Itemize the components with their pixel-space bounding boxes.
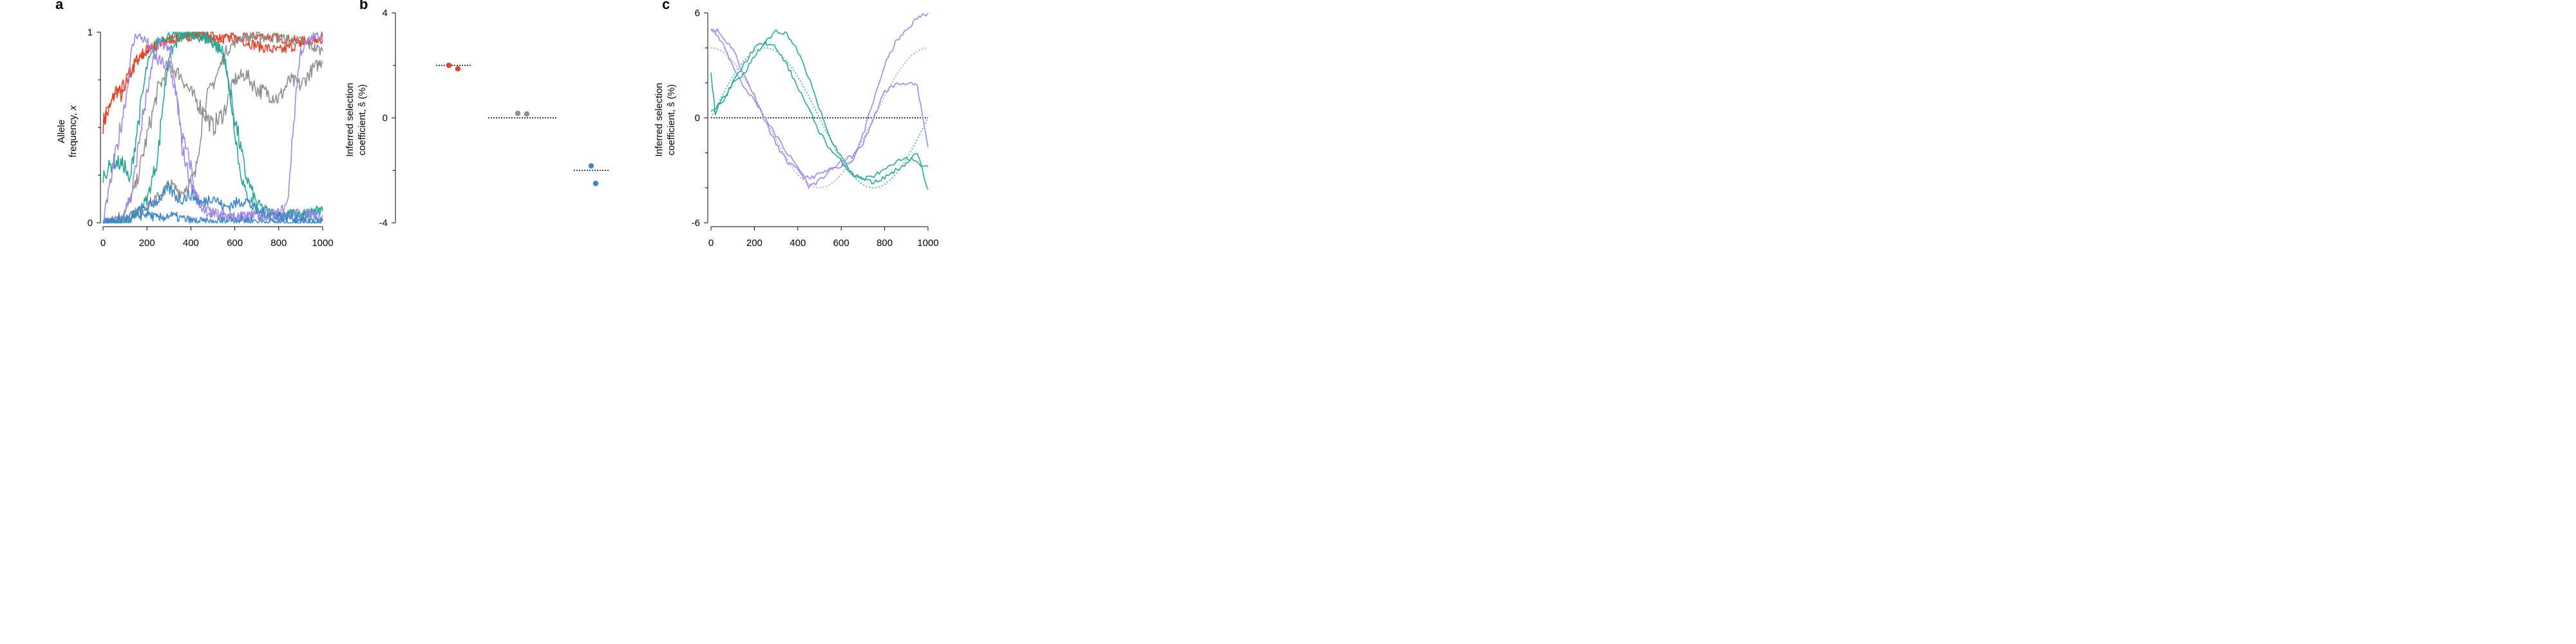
panel-a-ylabel-line1: Allele: [56, 120, 67, 144]
panel-c-chart: Inferred selection coefficient, ŝ (%) 0 2…: [654, 8, 939, 249]
panel-b-point-red: [455, 66, 461, 71]
panel-b-point-gray: [524, 111, 530, 117]
panel-a-y-tick-label: 0: [88, 218, 93, 229]
panel-a-chart: Allele frequency, x 0 200 400 600 800 1000 0 1: [56, 27, 334, 249]
panel-a-x-tick-label: 0: [100, 238, 106, 249]
panel-a-x-tick-label: 800: [270, 238, 287, 249]
panel-letter-a: a: [55, 0, 64, 12]
panel-c-series-purple-0: [710, 12, 929, 180]
panel-c-series-purple-1: [710, 28, 929, 189]
panel-a-ylabel-line2-group: frequency, x: [68, 105, 79, 157]
panel-c-x-tick-label: 400: [790, 238, 806, 249]
panel-c-x-tick-label: 1000: [917, 238, 938, 249]
panel-a-series-gray-2: [103, 59, 323, 223]
panel-c-series-teal-3: [710, 41, 929, 181]
panel-c-x-tick-label: 200: [746, 238, 762, 249]
panel-a-x-tick-label: 1000: [312, 238, 333, 249]
panel-a-x-tick-label: 400: [183, 238, 199, 249]
panel-a-x-tick-label: 200: [139, 238, 155, 249]
panel-a-series-blue-9: [102, 208, 323, 223]
panel-b-y-tick-label: 0: [383, 113, 388, 124]
panel-b-ylabel-line2: coefficient, ŝ (%): [357, 84, 368, 156]
panel-a-ylabel-text: frequency,: [68, 110, 79, 157]
panel-c-x-tick-label: 0: [708, 238, 714, 249]
panel-b-y-tick-label: 4: [383, 8, 388, 19]
panel-c-y-tick-label: 6: [695, 8, 700, 19]
panel-c-y-tick-label: 0: [695, 113, 700, 124]
panel-c-ylabel-line2: coefficient, ŝ (%): [666, 84, 677, 156]
panel-c-x-tick-label: 600: [833, 238, 849, 249]
panel-c-x-tick-label: 800: [876, 238, 893, 249]
panel-b-y-tick-label: -4: [379, 218, 388, 229]
panel-c-series-teal-2: [710, 29, 929, 190]
panel-c-y-tick-label: -6: [692, 218, 700, 229]
panel-a-series-red-1: [102, 32, 323, 124]
panel-b-point-red: [446, 62, 452, 68]
panel-a-y-tick-label: 1: [88, 27, 93, 38]
panel-b-chart: Inferred selection coefficient, ŝ (%) 4 0…: [345, 8, 609, 229]
panel-a-series-purple-6: [102, 32, 323, 223]
panel-b-point-blue: [592, 180, 599, 187]
panel-b-point-gray: [515, 110, 521, 117]
panel-a-series-blue-8: [103, 182, 323, 223]
figure: a b c Allele frequency, x 0 200 400 600 800 1…: [55, 0, 939, 249]
panel-b-ylabel-line1: Inferred selection: [345, 82, 355, 156]
panel-a-x-tick-label: 600: [227, 238, 243, 249]
panel-c-true-curve-purple: [710, 47, 929, 189]
panel-b-point-blue: [588, 163, 594, 169]
panel-letter-c: c: [662, 0, 670, 12]
panel-a-series-purple-7: [102, 37, 323, 223]
panel-a-ylabel-variable: x: [68, 105, 79, 111]
panel-c-ylabel-line1: Inferred selection: [654, 82, 665, 156]
panel-a-ylabel-line2: frequency, x: [68, 105, 79, 157]
panel-letter-b: b: [359, 0, 368, 12]
